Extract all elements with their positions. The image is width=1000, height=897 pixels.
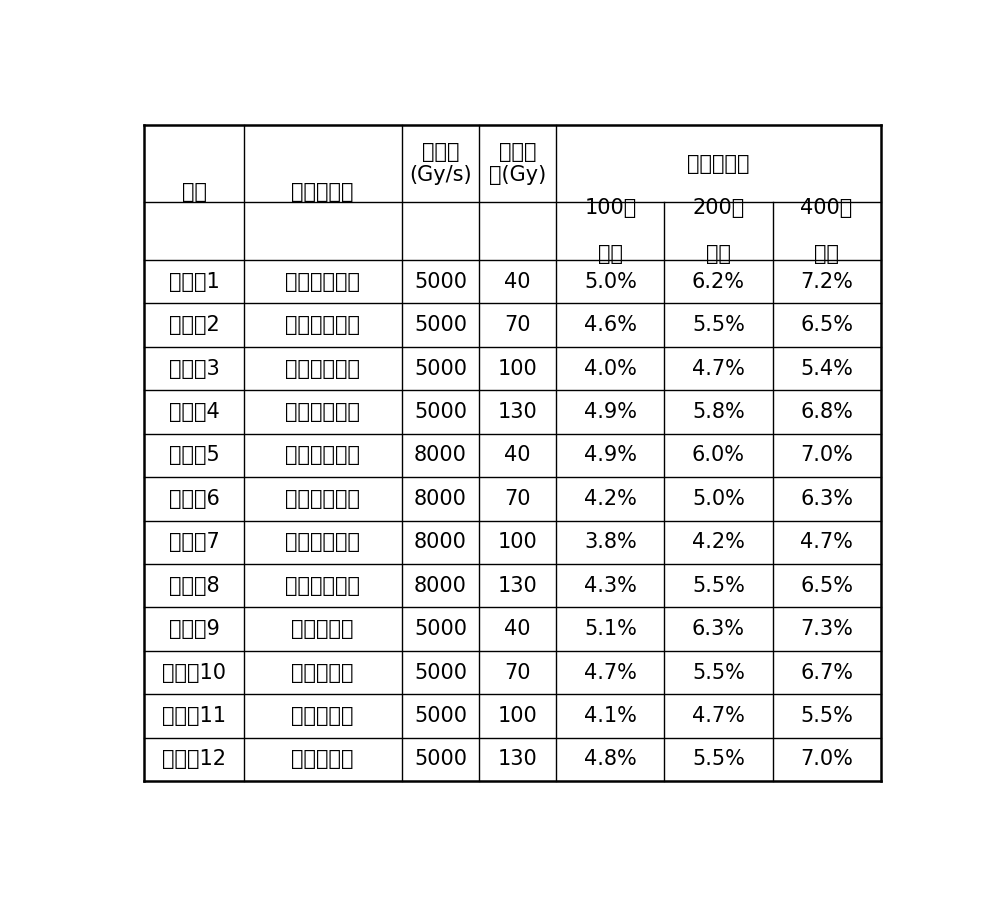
- Text: 6.2%: 6.2%: [692, 272, 745, 292]
- Text: 100: 100: [498, 706, 538, 726]
- Text: 130: 130: [498, 576, 538, 596]
- Text: 电子加速器: 电子加速器: [291, 663, 354, 683]
- Text: 5.5%: 5.5%: [692, 576, 745, 596]
- Text: 4.3%: 4.3%: [584, 576, 637, 596]
- Text: 5.0%: 5.0%: [692, 489, 745, 509]
- Text: 5.5%: 5.5%: [692, 663, 745, 683]
- Text: 8000: 8000: [414, 576, 467, 596]
- Text: 4.2%: 4.2%: [584, 489, 637, 509]
- Text: 4.1%: 4.1%: [584, 706, 637, 726]
- Text: 加速器类型: 加速器类型: [291, 182, 354, 203]
- Text: 5.5%: 5.5%: [692, 315, 745, 335]
- Text: 4.9%: 4.9%: [584, 446, 637, 466]
- Text: 地那米加速器: 地那米加速器: [285, 402, 360, 422]
- Text: 7.2%: 7.2%: [800, 272, 853, 292]
- Text: 5000: 5000: [414, 619, 467, 639]
- Text: 6.0%: 6.0%: [692, 446, 745, 466]
- Text: 6.5%: 6.5%: [800, 315, 853, 335]
- Text: 地那米加速器: 地那米加速器: [285, 576, 360, 596]
- Text: 130: 130: [498, 402, 538, 422]
- Text: 实施例11: 实施例11: [162, 706, 226, 726]
- Text: 辐照剂
量(Gy): 辐照剂 量(Gy): [489, 142, 546, 185]
- Text: 70: 70: [504, 663, 531, 683]
- Text: 4.7%: 4.7%: [692, 706, 745, 726]
- Text: 40: 40: [504, 446, 531, 466]
- Text: 5000: 5000: [414, 272, 467, 292]
- Text: 地那米加速器: 地那米加速器: [285, 446, 360, 466]
- Text: 电子加速器: 电子加速器: [291, 749, 354, 770]
- Text: 地那米加速器: 地那米加速器: [285, 489, 360, 509]
- Text: 7.0%: 7.0%: [800, 446, 853, 466]
- Text: 实施例7: 实施例7: [169, 532, 219, 553]
- Text: 5000: 5000: [414, 663, 467, 683]
- Text: 电子加速器: 电子加速器: [291, 619, 354, 639]
- Text: 实施例8: 实施例8: [169, 576, 219, 596]
- Text: 4.2%: 4.2%: [692, 532, 745, 553]
- Text: 5.5%: 5.5%: [800, 706, 853, 726]
- Text: 40: 40: [504, 272, 531, 292]
- Text: 40: 40: [504, 619, 531, 639]
- Text: 4.6%: 4.6%: [584, 315, 637, 335]
- Text: 4.7%: 4.7%: [800, 532, 853, 553]
- Text: 实施例2: 实施例2: [169, 315, 219, 335]
- Text: 6.8%: 6.8%: [800, 402, 853, 422]
- Text: 4.9%: 4.9%: [584, 402, 637, 422]
- Text: 8000: 8000: [414, 446, 467, 466]
- Text: 5.4%: 5.4%: [800, 359, 853, 379]
- Text: 5000: 5000: [414, 749, 467, 770]
- Text: 3.8%: 3.8%: [584, 532, 637, 553]
- Text: 地那米加速器: 地那米加速器: [285, 272, 360, 292]
- Text: 5.0%: 5.0%: [584, 272, 637, 292]
- Text: 地那米加速器: 地那米加速器: [285, 315, 360, 335]
- Text: 5.8%: 5.8%: [692, 402, 745, 422]
- Text: 电子加速器: 电子加速器: [291, 706, 354, 726]
- Text: 实施例9: 实施例9: [169, 619, 219, 639]
- Text: 5000: 5000: [414, 315, 467, 335]
- Text: 6.3%: 6.3%: [692, 619, 745, 639]
- Text: 实施例4: 实施例4: [169, 402, 219, 422]
- Text: 5000: 5000: [414, 359, 467, 379]
- Text: 实施例3: 实施例3: [169, 359, 219, 379]
- Text: 组别: 组别: [182, 182, 207, 203]
- Text: 70: 70: [504, 315, 531, 335]
- Text: 实施例6: 实施例6: [169, 489, 219, 509]
- Text: 4.7%: 4.7%: [692, 359, 745, 379]
- Text: 地那米加速器: 地那米加速器: [285, 532, 360, 553]
- Text: 6.3%: 6.3%: [800, 489, 853, 509]
- Text: 400次

循环: 400次 循环: [800, 198, 853, 265]
- Text: 70: 70: [504, 489, 531, 509]
- Text: 实施例5: 实施例5: [169, 446, 219, 466]
- Text: 100: 100: [498, 359, 538, 379]
- Text: 7.0%: 7.0%: [800, 749, 853, 770]
- Text: 5000: 5000: [414, 402, 467, 422]
- Text: 6.5%: 6.5%: [800, 576, 853, 596]
- Text: 100: 100: [498, 532, 538, 553]
- Text: 厕度膨胀率: 厕度膨胀率: [687, 153, 750, 174]
- Text: 4.7%: 4.7%: [584, 663, 637, 683]
- Text: 4.8%: 4.8%: [584, 749, 637, 770]
- Text: 地那米加速器: 地那米加速器: [285, 359, 360, 379]
- Text: 7.3%: 7.3%: [800, 619, 853, 639]
- Text: 实施例1: 实施例1: [169, 272, 219, 292]
- Text: 100次

循环: 100次 循环: [584, 198, 636, 265]
- Text: 130: 130: [498, 749, 538, 770]
- Text: 8000: 8000: [414, 532, 467, 553]
- Text: 5.1%: 5.1%: [584, 619, 637, 639]
- Text: 4.0%: 4.0%: [584, 359, 637, 379]
- Text: 5.5%: 5.5%: [692, 749, 745, 770]
- Text: 6.7%: 6.7%: [800, 663, 853, 683]
- Text: 8000: 8000: [414, 489, 467, 509]
- Text: 实施例10: 实施例10: [162, 663, 226, 683]
- Text: 5000: 5000: [414, 706, 467, 726]
- Text: 剂量率
(Gy/s): 剂量率 (Gy/s): [409, 142, 472, 185]
- Text: 实施例12: 实施例12: [162, 749, 226, 770]
- Text: 200次

循环: 200次 循环: [692, 198, 745, 265]
